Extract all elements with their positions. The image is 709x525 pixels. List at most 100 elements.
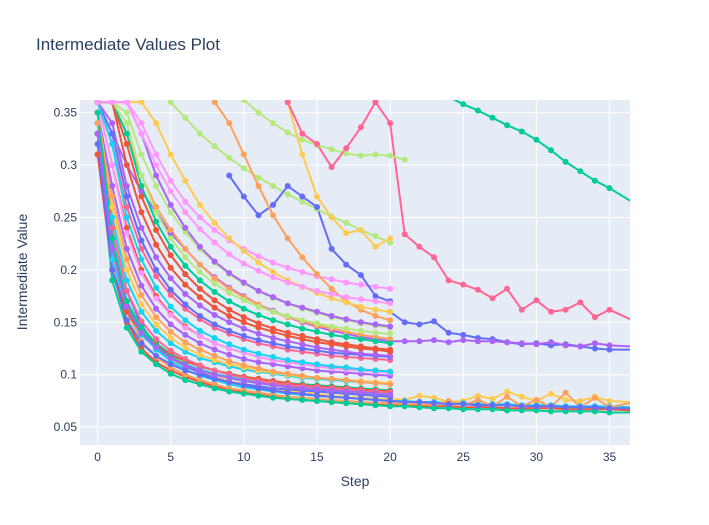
series-point-4 <box>577 398 584 404</box>
series-point-38 <box>211 335 218 341</box>
series-point-29 <box>211 340 218 347</box>
series-point-9 <box>416 399 423 405</box>
series-point-9 <box>372 396 379 403</box>
series-point-0 <box>577 168 584 175</box>
series-point-30 <box>123 130 130 137</box>
series-point-30 <box>328 331 335 338</box>
series-point-12 <box>167 227 174 233</box>
series-point-16 <box>255 253 262 260</box>
series-point-42 <box>109 100 116 106</box>
series-point-15 <box>123 109 130 116</box>
series-point-27 <box>240 151 247 158</box>
series-point-42 <box>240 260 247 267</box>
series-point-41 <box>314 386 320 393</box>
series-point-21 <box>226 270 233 276</box>
series-point-27 <box>255 183 262 189</box>
series-point-1 <box>504 285 511 292</box>
series-point-9 <box>328 393 335 400</box>
series-point-23 <box>270 120 277 127</box>
series-point-16 <box>211 227 218 233</box>
series-point-34 <box>182 367 189 374</box>
y-tick-label: 0.2 <box>60 263 77 277</box>
series-point-1 <box>460 281 467 288</box>
series-point-34 <box>153 352 160 359</box>
series-point-27 <box>226 120 233 127</box>
series-point-41 <box>182 362 189 369</box>
series-point-32 <box>226 319 233 326</box>
series-point-8 <box>533 407 540 414</box>
series-point-8 <box>211 385 218 392</box>
series-point-24 <box>357 227 364 233</box>
series-point-16 <box>328 276 335 283</box>
series-point-17 <box>153 321 160 328</box>
series-point-27 <box>211 100 218 106</box>
series-point-17 <box>138 301 145 308</box>
series-point-11 <box>153 305 160 312</box>
series-point-8 <box>328 399 335 405</box>
series-point-33 <box>270 368 277 375</box>
series-point-40 <box>314 339 320 346</box>
series-point-11 <box>255 359 262 366</box>
series-line-24 <box>286 101 391 248</box>
series-point-1 <box>431 254 437 261</box>
series-point-3 <box>460 337 467 344</box>
series-point-18 <box>138 237 145 244</box>
series-point-16 <box>357 281 364 288</box>
series-point-16 <box>138 120 145 127</box>
series-point-22 <box>270 183 277 189</box>
series-point-30 <box>211 288 218 295</box>
series-point-29 <box>182 324 189 331</box>
series-point-8 <box>255 392 262 399</box>
series-point-32 <box>109 120 116 127</box>
series-point-8 <box>474 406 481 413</box>
series-point-33 <box>284 370 291 377</box>
y-tick-label: 0.1 <box>60 368 77 382</box>
series-point-36 <box>123 287 130 294</box>
series-point-24 <box>343 230 350 237</box>
series-point-11 <box>211 346 218 353</box>
series-point-21 <box>167 201 174 208</box>
series-point-35 <box>387 308 394 315</box>
series-point-21 <box>255 287 262 294</box>
series-point-23 <box>240 100 247 103</box>
series-point-8 <box>196 381 203 388</box>
series-point-16 <box>270 259 277 266</box>
series-point-12 <box>387 336 394 343</box>
series-point-38 <box>138 256 145 263</box>
series-point-16 <box>167 177 174 184</box>
series-point-0 <box>504 122 511 129</box>
series-point-38 <box>299 359 306 366</box>
series-point-20 <box>196 285 203 292</box>
series-point-3 <box>518 340 525 347</box>
series-point-41 <box>138 329 145 336</box>
series-point-32 <box>153 254 160 261</box>
series-point-1 <box>518 306 525 313</box>
series-point-32 <box>270 335 277 341</box>
series-point-37 <box>226 289 233 296</box>
series-point-4 <box>431 394 437 401</box>
series-point-8 <box>504 407 511 414</box>
series-point-8 <box>299 396 306 403</box>
series-point-3 <box>416 338 423 345</box>
series-point-18 <box>211 321 218 328</box>
series-point-18 <box>167 286 174 293</box>
series-point-30 <box>240 305 247 312</box>
series-point-37 <box>255 303 262 310</box>
series-point-16 <box>387 285 394 292</box>
series-point-16 <box>299 269 306 275</box>
series-point-22 <box>196 130 203 137</box>
series-point-32 <box>387 352 394 359</box>
series-point-32 <box>299 341 306 348</box>
series-point-8 <box>240 390 247 397</box>
series-point-7 <box>562 389 569 396</box>
series-line-22 <box>169 101 391 244</box>
series-point-20 <box>153 227 160 233</box>
series-point-23 <box>387 152 394 159</box>
series-point-38 <box>343 364 350 371</box>
series-point-38 <box>284 357 291 364</box>
series-point-33 <box>387 381 394 388</box>
series-point-21 <box>153 172 160 179</box>
series-point-10 <box>123 224 130 231</box>
series-point-8 <box>387 403 394 410</box>
series-point-36 <box>153 336 160 343</box>
